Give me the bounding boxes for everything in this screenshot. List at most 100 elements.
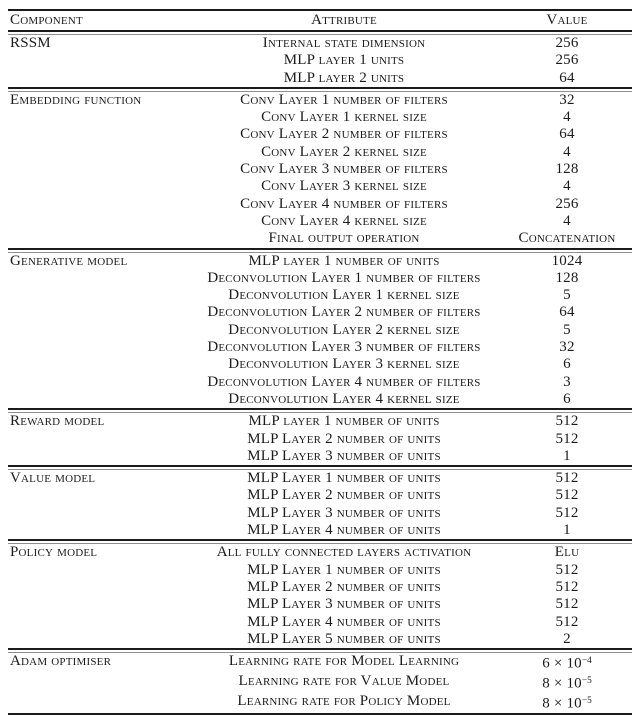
attribute-cell: MLP Layer 4 number of units [247, 522, 441, 539]
table-row: Conv Layer 3 number of filters 128 [8, 161, 632, 178]
table-row: RSSM Internal state dimension 256 [8, 35, 632, 52]
component-cell [8, 126, 186, 143]
attribute-cell: MLP layer 1 number of units [248, 252, 440, 269]
table-row: MLP Layer 2 number of units 512 [8, 579, 632, 596]
attribute-cell: Conv Layer 4 kernel size [261, 212, 427, 229]
component-cell [8, 448, 186, 465]
component-cell [8, 287, 186, 304]
attribute-cell: MLP Layer 2 number of units [247, 487, 441, 504]
attribute-cell: Conv Layer 1 number of filters [240, 91, 448, 108]
attribute-cell: MLP Layer 3 number of units [247, 447, 441, 464]
value-cell: Concatenation [518, 230, 616, 247]
component-cell: Generative model [10, 252, 128, 269]
component-cell: Value model [10, 470, 96, 487]
attribute-cell: Deconvolution Layer 4 kernel size [228, 390, 460, 407]
value-cell: 128 [555, 269, 579, 286]
component-cell [8, 109, 186, 126]
attribute-cell: Conv Layer 4 number of filters [240, 195, 448, 212]
table-row: MLP Layer 1 number of units 512 [8, 562, 632, 579]
value-cell: 64 [559, 304, 575, 321]
table-row: Learning rate for Policy Model 8 × 10−5 [8, 693, 632, 713]
attribute-cell: Conv Layer 1 kernel size [261, 109, 427, 126]
table-row: MLP Layer 3 number of units 1 [8, 448, 632, 465]
table-row: Conv Layer 3 kernel size 4 [8, 178, 632, 195]
table-row: Conv Layer 4 kernel size 4 [8, 213, 632, 230]
value-cell: 1024 [551, 252, 583, 269]
value-cell: 4 [563, 143, 571, 160]
attribute-cell: MLP Layer 2 number of units [247, 430, 441, 447]
attribute-cell: Deconvolution Layer 3 kernel size [228, 356, 460, 373]
value-cell: 6 × 10−4 [542, 655, 592, 672]
table-row: MLP Layer 4 number of units 512 [8, 614, 632, 631]
table-row: MLP Layer 5 number of units 2 [8, 631, 632, 648]
component-cell [8, 505, 186, 522]
column-header-component: Component [10, 12, 83, 28]
value-cell: 32 [559, 91, 575, 108]
value-cell: 32 [559, 339, 575, 356]
section-divider [8, 86, 632, 92]
table-row: Reward model MLP layer 1 number of units 5… [8, 413, 632, 430]
column-header-attribute: Attribute [311, 12, 377, 28]
attribute-cell: Deconvolution Layer 4 number of filters [207, 373, 481, 390]
attribute-cell: MLP Layer 4 number of units [247, 613, 441, 630]
component-cell [8, 161, 186, 178]
attribute-cell: MLP Layer 2 number of units [247, 578, 441, 595]
attribute-cell: Conv Layer 2 number of filters [240, 126, 448, 143]
value-cell: 1 [563, 522, 571, 539]
value-cell: 512 [555, 487, 579, 504]
table-row: MLP layer 2 units 64 [8, 70, 632, 87]
attribute-cell: Deconvolution Layer 1 kernel size [228, 287, 460, 304]
value-cell: 5 [563, 321, 571, 338]
component-cell: Adam optimiser [10, 653, 112, 670]
component-cell [8, 673, 186, 693]
value-cell: 1 [563, 447, 571, 464]
header-divider [8, 30, 632, 35]
component-cell [8, 52, 186, 69]
component-cell [8, 270, 186, 287]
table-row: Deconvolution Layer 1 number of filters 1… [8, 270, 632, 287]
attribute-cell: Deconvolution Layer 2 number of filters [207, 304, 481, 321]
section-divider [8, 648, 632, 654]
table-row: Conv Layer 4 number of filters 256 [8, 196, 632, 213]
component-cell [8, 579, 186, 596]
attribute-cell: MLP Layer 3 number of units [247, 596, 441, 613]
table-row: Deconvolution Layer 2 number of filters 6… [8, 304, 632, 321]
value-cell: 512 [555, 504, 579, 521]
value-cell: Elu [554, 544, 580, 561]
attribute-cell: MLP Layer 5 number of units [247, 630, 441, 647]
value-cell: 5 [563, 287, 571, 304]
component-cell: Embedding function [10, 91, 142, 108]
attribute-cell: MLP Layer 1 number of units [247, 561, 441, 578]
value-cell: 2 [563, 630, 571, 647]
attribute-cell: MLP layer 1 number of units [248, 413, 440, 430]
section-divider [8, 408, 632, 414]
attribute-cell: Deconvolution Layer 2 kernel size [228, 321, 460, 338]
value-cell: 4 [563, 212, 571, 229]
component-cell [8, 522, 186, 539]
value-cell: 512 [555, 413, 579, 430]
attribute-cell: Final output operation [268, 230, 420, 247]
attribute-cell: MLP Layer 3 number of units [247, 504, 441, 521]
table-row: Conv Layer 1 kernel size 4 [8, 109, 632, 126]
value-cell: 8 × 10−5 [542, 675, 592, 692]
component-cell: Reward model [10, 413, 105, 430]
component-cell [8, 304, 186, 321]
table-row: MLP Layer 2 number of units 512 [8, 431, 632, 448]
component-cell [8, 631, 186, 648]
table-section: Policy model All fully connected layers a… [8, 544, 632, 648]
attribute-cell: Learning rate for Value Model [238, 673, 450, 690]
table-row: Deconvolution Layer 1 kernel size 5 [8, 287, 632, 304]
component-cell [8, 614, 186, 631]
component-cell [8, 196, 186, 213]
attribute-cell: Conv Layer 3 number of filters [240, 161, 448, 178]
exponent: −5 [581, 676, 592, 687]
component-cell [8, 487, 186, 504]
value-cell: 64 [559, 126, 575, 143]
value-cell: 512 [555, 430, 579, 447]
table-row: Generative model MLP layer 1 number of un… [8, 253, 632, 270]
table-row: Embedding function Conv Layer 1 number of… [8, 92, 632, 109]
table-row: Policy model All fully connected layers a… [8, 544, 632, 561]
table-row: Conv Layer 2 kernel size 4 [8, 144, 632, 161]
attribute-cell: MLP layer 1 units [283, 52, 405, 69]
